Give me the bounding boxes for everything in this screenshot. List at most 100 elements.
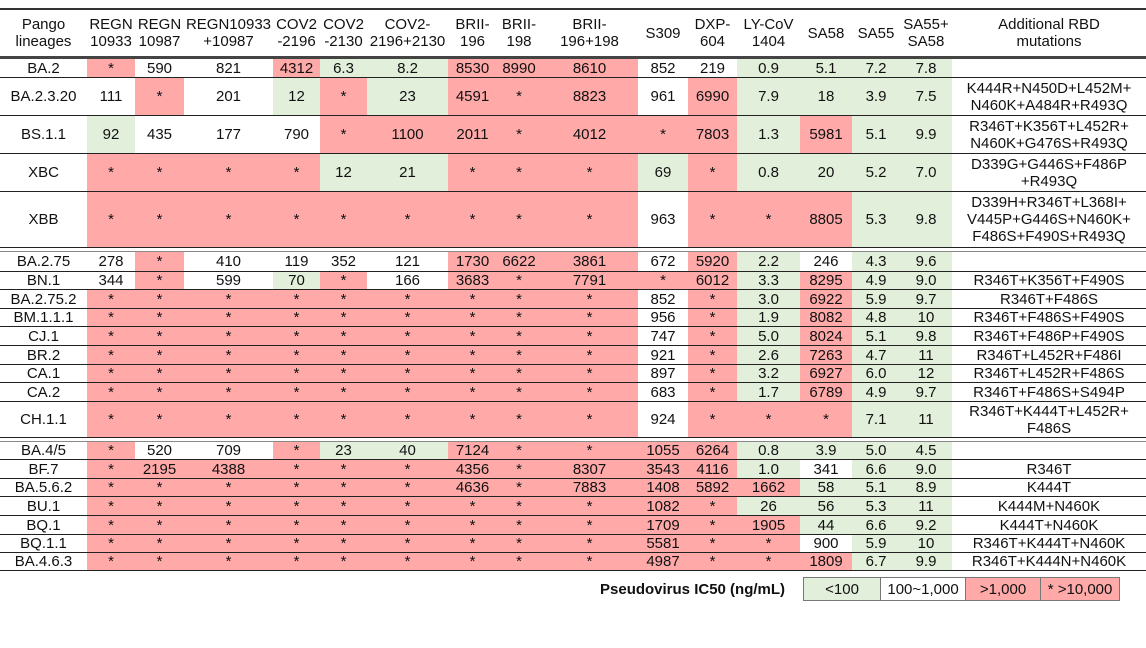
ic50-cell: * [367, 534, 448, 553]
ic50-cell: * [497, 326, 541, 346]
ic50-cell: * [367, 401, 448, 438]
ic50-cell: * [497, 401, 541, 438]
lineage-cell: BA.4.6.3 [0, 552, 87, 571]
column-header: COV2- 2196+2130 [367, 8, 448, 59]
lineage-cell: BA.2.75 [0, 251, 87, 272]
ic50-cell: * [541, 153, 638, 192]
ic50-cell: 278 [87, 251, 135, 272]
ic50-cell: 852 [638, 289, 688, 309]
lineage-cell: BQ.1.1 [0, 534, 87, 553]
ic50-cell: 111 [87, 77, 135, 116]
ic50-cell: 40 [367, 441, 448, 460]
ic50-cell: 790 [273, 115, 320, 154]
ic50-cell: 20 [800, 153, 852, 192]
ic50-cell: * [737, 534, 800, 553]
ic50-cell: * [184, 478, 273, 497]
table-row: BF.7 * 2195 4388 * * * 4356 * 8307 3543 4116 1.0 341 6… [0, 459, 1146, 479]
ic50-cell: * [320, 289, 367, 309]
legend-scale: <100 100~1,000 >1,000 * >10,000 [803, 577, 1121, 601]
ic50-cell: 1905 [737, 515, 800, 535]
ic50-cell: 709 [184, 441, 273, 460]
column-header: REGN10933 +10987 [184, 8, 273, 59]
group-separator [0, 437, 1146, 442]
ic50-cell: 5.9 [852, 289, 900, 309]
ic50-cell: 8.9 [900, 478, 952, 497]
table-row: BM.1.1.1 * * * * * * * * * 956 * 1.9 8082 4.8 10 R346T+F… [0, 308, 1146, 327]
ic50-cell: 7.8 [900, 57, 952, 78]
ic50-cell: * [87, 441, 135, 460]
ic50-cell: * [367, 308, 448, 327]
ic50-cell: 4.5 [900, 441, 952, 460]
mutations-cell: R346T+F486S+S494P [952, 382, 1146, 402]
table-row: BA.4.6.3 * * * * * * * * * 4987 * * 1809 6.7 9.9 R346T+K… [0, 552, 1146, 571]
ic50-cell: 246 [800, 251, 852, 272]
ic50-cell: * [448, 153, 497, 192]
ic50-cell: * [320, 115, 367, 154]
mutations-cell: R346T+F486S+F490S [952, 308, 1146, 327]
ic50-cell: 900 [800, 534, 852, 553]
ic50-cell: 1.0 [737, 459, 800, 479]
ic50-cell: * [737, 191, 800, 248]
ic50-cell: * [135, 308, 184, 327]
ic50-cell: * [497, 271, 541, 290]
ic50-cell: 1709 [638, 515, 688, 535]
ic50-cell: * [448, 326, 497, 346]
ic50-cell: 7.0 [900, 153, 952, 192]
ic50-cell: * [497, 478, 541, 497]
ic50-cell: 4388 [184, 459, 273, 479]
ic50-cell: * [135, 515, 184, 535]
ic50-cell: 9.2 [900, 515, 952, 535]
ic50-cell: * [688, 153, 737, 192]
ic50-cell: 1408 [638, 478, 688, 497]
ic50-cell: * [87, 534, 135, 553]
mutations-cell: D339G+G446S+F486P +R493Q [952, 153, 1146, 192]
ic50-cell: * [320, 534, 367, 553]
ic50-cell: * [541, 534, 638, 553]
lineage-cell: BN.1 [0, 271, 87, 290]
legend-title: Pseudovirus IC50 (ng/mL) [600, 580, 786, 598]
ic50-cell: * [135, 552, 184, 571]
ic50-cell: * [273, 459, 320, 479]
ic50-cell: 5892 [688, 478, 737, 497]
ic50-cell: 8610 [541, 57, 638, 78]
ic50-cell: * [541, 326, 638, 346]
ic50-cell: * [273, 401, 320, 438]
ic50-cell: 352 [320, 251, 367, 272]
ic50-cell: 5.3 [852, 496, 900, 516]
table-row: BA.2 * 590 821 4312 6.3 8.2 8530 8990 8610 852 219 0… [0, 57, 1146, 78]
ic50-cell: * [87, 515, 135, 535]
mutations-cell: K444T+N460K [952, 515, 1146, 535]
ic50-cell: 4356 [448, 459, 497, 479]
ic50-cell: 1100 [367, 115, 448, 154]
mutations-cell [952, 441, 1146, 460]
ic50-cell: * [320, 364, 367, 383]
ic50-cell: * [688, 401, 737, 438]
ic50-cell: 6.3 [320, 57, 367, 78]
ic50-cell: * [688, 308, 737, 327]
column-header: BRII- 196 [448, 8, 497, 59]
ic50-cell: 8990 [497, 57, 541, 78]
ic50-cell: * [367, 459, 448, 479]
ic50-cell: * [184, 515, 273, 535]
ic50-cell: * [638, 271, 688, 290]
ic50-cell: 5.0 [737, 326, 800, 346]
ic50-cell: * [320, 382, 367, 402]
ic50-cell: 3683 [448, 271, 497, 290]
ic50-cell: 2.2 [737, 251, 800, 272]
ic50-cell: 119 [273, 251, 320, 272]
ic50-cell: * [497, 153, 541, 192]
ic50-cell: * [184, 289, 273, 309]
ic50-cell: 3.9 [852, 77, 900, 116]
ic50-cell: 8823 [541, 77, 638, 116]
ic50-cell: 3.0 [737, 289, 800, 309]
lineage-cell: BA.5.6.2 [0, 478, 87, 497]
ic50-cell: * [688, 382, 737, 402]
ic50-cell: 590 [135, 57, 184, 78]
ic50-cell: 683 [638, 382, 688, 402]
lineage-cell: BA.2 [0, 57, 87, 78]
ic50-cell: 0.8 [737, 441, 800, 460]
ic50-cell: 599 [184, 271, 273, 290]
ic50-cell: * [320, 308, 367, 327]
ic50-cell: * [497, 441, 541, 460]
ic50-cell: 7263 [800, 345, 852, 365]
